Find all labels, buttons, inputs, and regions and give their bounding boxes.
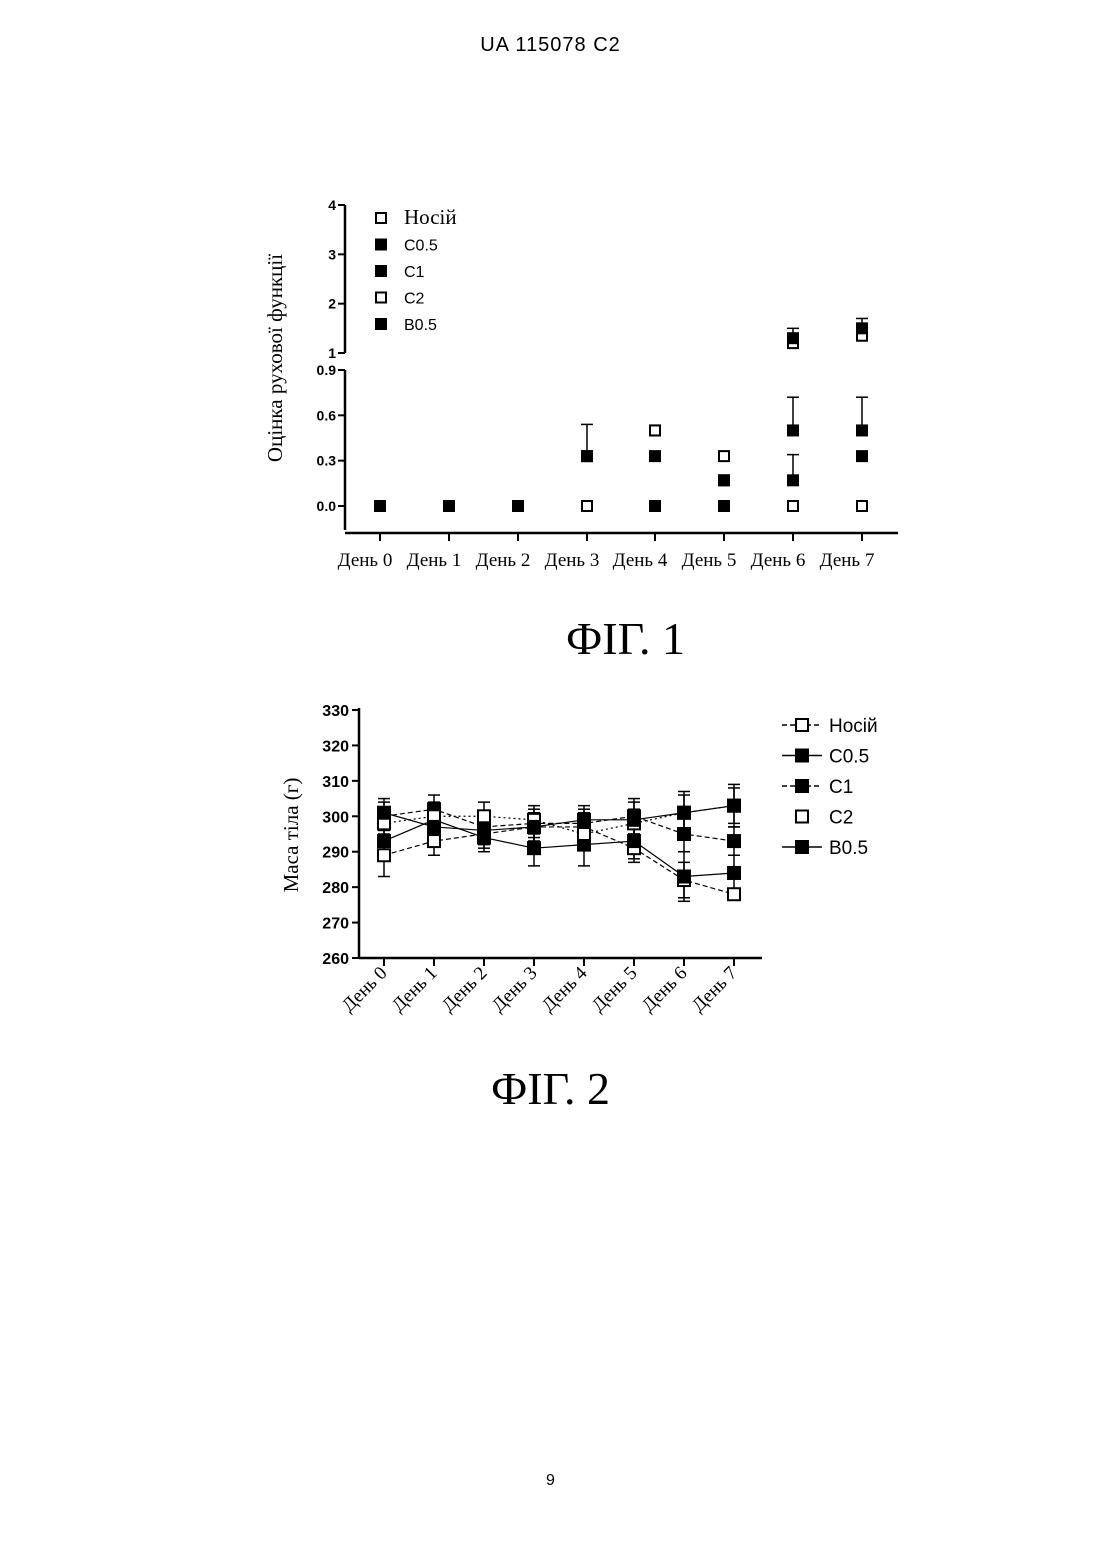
y-axis-label: Маса тіла (г) (279, 778, 303, 893)
legend-marker (796, 841, 808, 853)
data-point-B0.5 (428, 821, 440, 833)
data-point-B0.5 (578, 814, 590, 826)
data-point-C0.5 (378, 835, 390, 847)
data-point-C0.5 (678, 871, 690, 883)
y-tick-label: 310 (322, 774, 349, 791)
x-tick-label: День 5 (588, 963, 642, 1017)
legend-label: Носій (829, 716, 878, 737)
data-point-C1 (678, 828, 690, 840)
x-tick-label: День 1 (388, 963, 442, 1017)
x-tick-label: День 3 (488, 963, 542, 1017)
legend-label: C2 (829, 808, 853, 829)
y-tick-label: 290 (322, 845, 349, 862)
legend-label: C0.5 (829, 747, 869, 768)
x-tick-label: День 2 (438, 963, 492, 1017)
chart-body-mass: 260270280290300310320330День 0День 1День… (0, 0, 1101, 1100)
y-tick-label: 280 (322, 880, 349, 897)
legend-label: C1 (829, 777, 853, 798)
data-point-B0.5 (478, 824, 490, 836)
data-point-C0.5 (728, 867, 740, 879)
data-point-C2 (578, 828, 590, 840)
legend-marker (796, 719, 808, 731)
y-tick-label: 320 (322, 738, 349, 755)
y-tick-label: 270 (322, 916, 349, 933)
data-point-C1 (728, 835, 740, 847)
figure-2-caption: ФІГ. 2 (0, 1062, 1101, 1115)
legend-marker (796, 780, 808, 792)
data-point-B0.5 (528, 821, 540, 833)
data-point-Носій (428, 835, 440, 847)
x-tick-label: День 6 (638, 963, 692, 1017)
data-point-C0.5 (528, 842, 540, 854)
data-point-B0.5 (728, 800, 740, 812)
data-point-B0.5 (378, 807, 390, 819)
data-point-C2 (478, 810, 490, 822)
data-point-Носій (378, 849, 390, 861)
y-tick-label: 260 (322, 951, 349, 968)
legend-marker (796, 811, 808, 823)
y-tick-label: 330 (322, 703, 349, 720)
data-point-Носій (728, 888, 740, 900)
x-tick-label: День 0 (338, 963, 392, 1017)
data-point-B0.5 (628, 814, 640, 826)
y-tick-label: 300 (322, 809, 349, 826)
data-point-C0.5 (628, 835, 640, 847)
legend-label: B0.5 (829, 838, 868, 859)
x-tick-label: День 4 (538, 962, 592, 1016)
x-tick-label: День 7 (688, 963, 742, 1017)
legend-marker (796, 750, 808, 762)
data-point-B0.5 (678, 807, 690, 819)
page-number: 9 (0, 1472, 1101, 1490)
